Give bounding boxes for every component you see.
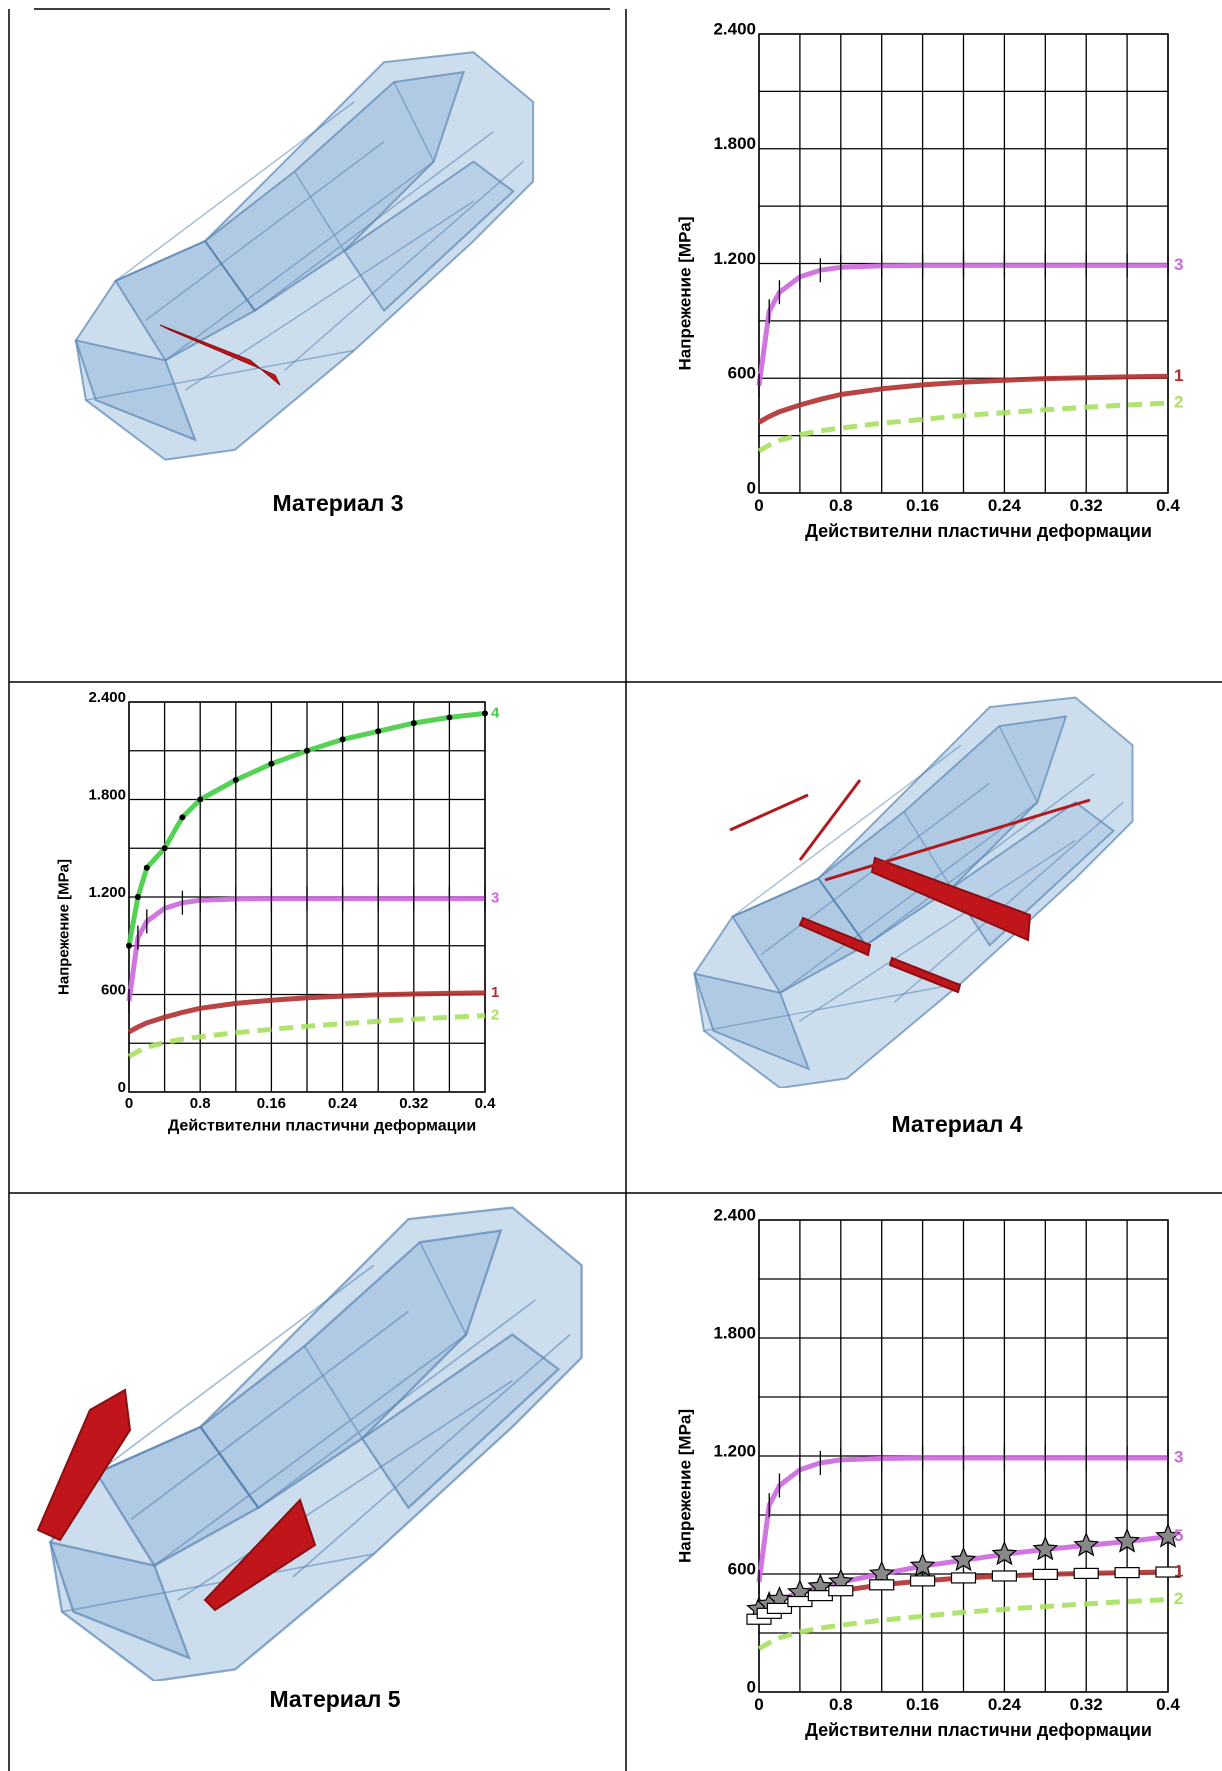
marker — [952, 1573, 976, 1583]
x-tick-label: 0.32 — [399, 1095, 428, 1112]
marker — [304, 748, 310, 754]
y-tick-label: 0 — [747, 478, 756, 497]
marker — [375, 728, 381, 734]
series-label: 4 — [491, 704, 500, 721]
x-tick-label: 0.24 — [988, 496, 1022, 515]
series-label: 1 — [1174, 366, 1183, 385]
y-tick-label: 1.800 — [713, 1323, 756, 1342]
marker — [1033, 1569, 1057, 1579]
y-tick-label: 1.200 — [713, 249, 756, 268]
marker — [482, 710, 488, 716]
x-tick-label: 0.4 — [475, 1095, 497, 1112]
series-label: 5 — [1174, 1526, 1183, 1545]
y-tick-label: 1.800 — [88, 786, 126, 803]
y-tick-label: 0 — [118, 1079, 126, 1096]
marker — [126, 943, 132, 949]
y-tick-label: 600 — [728, 1559, 756, 1578]
x-axis-label: Действителни пластични деформации — [805, 1720, 1152, 1740]
car-illustration — [38, 1208, 582, 1681]
x-axis-label: Действителни пластични деформации — [805, 521, 1152, 541]
chart: 0 0.8 0.16 0.24 0.32 0.4 0 600 1.200 1.800 2.400 Де… — [55, 689, 500, 1135]
series-label: 1 — [1174, 1562, 1183, 1581]
series-label: 3 — [491, 890, 499, 907]
x-tick-label: 0.32 — [1070, 1695, 1103, 1714]
x-tick-label: 0.4 — [1156, 1695, 1180, 1714]
marker — [992, 1571, 1016, 1581]
y-tick-label: 2.400 — [713, 19, 756, 38]
x-tick-label: 0.8 — [829, 496, 853, 515]
marker — [411, 720, 417, 726]
series-label: 3 — [1174, 255, 1183, 274]
caption: Материал 4 — [891, 1111, 1022, 1137]
y-tick-label: 1.800 — [713, 134, 756, 153]
car-illustration — [76, 52, 533, 460]
x-tick-label: 0 — [125, 1095, 133, 1112]
marker — [179, 814, 185, 820]
x-tick-label: 0.8 — [190, 1095, 211, 1112]
y-tick-label: 2.400 — [88, 689, 126, 706]
x-tick-label: 0.16 — [257, 1095, 286, 1112]
x-tick-label: 0.16 — [906, 1695, 939, 1714]
marker — [340, 736, 346, 742]
x-tick-label: 0.16 — [906, 496, 939, 515]
marker — [911, 1576, 935, 1586]
y-tick-label: 1.200 — [88, 884, 126, 901]
x-tick-label: 0.4 — [1156, 496, 1180, 515]
marker — [1074, 1568, 1098, 1578]
caption: Материал 5 — [269, 1686, 400, 1712]
chart: 0 0.8 0.16 0.24 0.32 0.4 0 600 1.200 1.800 2.400 Де… — [675, 1205, 1183, 1739]
y-axis-label: Напрежение [MPa] — [55, 859, 72, 995]
marker — [268, 761, 274, 767]
x-tick-label: 0.32 — [1070, 496, 1103, 515]
marker — [829, 1586, 853, 1596]
series-label: 2 — [1174, 1589, 1183, 1608]
marker — [197, 797, 203, 803]
marker — [144, 865, 150, 871]
y-tick-label: 2.400 — [713, 1205, 756, 1224]
marker — [870, 1580, 894, 1590]
x-tick-label: 0.8 — [829, 1695, 853, 1714]
x-tick-label: 0.24 — [328, 1095, 358, 1112]
marker — [233, 777, 239, 783]
caption: Материал 3 — [272, 490, 403, 516]
y-tick-label: 1.200 — [713, 1441, 756, 1460]
y-tick-label: 600 — [728, 364, 756, 383]
figure: Материал 3 Материал 4 Материал 5 0 0.8 0.1… — [0, 0, 1222, 1771]
series-label: 2 — [1174, 393, 1183, 412]
series-label: 2 — [491, 1007, 499, 1024]
marker — [1115, 1568, 1139, 1578]
x-axis-label: Действителни пластични деформации — [168, 1118, 476, 1135]
chart: 0 0.8 0.16 0.24 0.32 0.4 0 600 1.200 1.800 2.400 Де… — [675, 19, 1183, 540]
y-tick-label: 600 — [101, 981, 126, 998]
y-tick-label: 0 — [747, 1677, 756, 1696]
series-label: 3 — [1174, 1447, 1183, 1466]
marker — [446, 714, 452, 720]
marker — [162, 845, 168, 851]
x-tick-label: 0.24 — [988, 1695, 1022, 1714]
y-axis-label: Напрежение [MPa] — [675, 216, 694, 370]
series-label: 1 — [491, 984, 499, 1001]
marker — [135, 894, 141, 900]
x-tick-label: 0 — [754, 1695, 763, 1714]
y-axis-label: Напрежение [MPa] — [675, 1409, 694, 1563]
car-illustration — [694, 698, 1132, 1088]
x-tick-label: 0 — [754, 496, 763, 515]
